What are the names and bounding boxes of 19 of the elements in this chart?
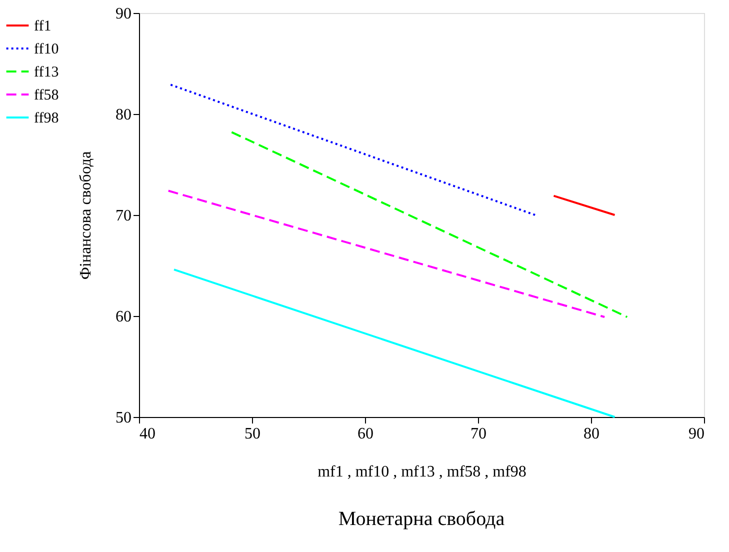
y-tick-label: 70 <box>116 208 132 224</box>
x-tick-label: 80 <box>584 426 600 442</box>
x-tick-label: 70 <box>470 426 486 442</box>
legend-label: ff98 <box>34 110 59 126</box>
y-tick-label: 50 <box>116 410 132 426</box>
y-tick-label: 80 <box>116 106 132 124</box>
legend-label: ff1 <box>34 18 52 34</box>
y-axis-title: Фінансова свобода <box>78 151 94 280</box>
legend-label: ff10 <box>34 42 59 58</box>
legend-label: ff58 <box>34 88 59 104</box>
x-axis-title: mf1 , mf10 , mf13 , mf58 , mf98 <box>318 464 526 480</box>
text: Монетарна свобода <box>338 508 505 530</box>
x-tick-label: 50 <box>244 426 260 442</box>
x-tick-label: 60 <box>358 426 374 442</box>
x-tick-label: 40 <box>140 426 156 442</box>
legend-label: ff13 <box>34 64 59 80</box>
x-tick-label: 90 <box>688 426 704 442</box>
y-tick-label: 60 <box>116 308 132 326</box>
y-tick-label: 90 <box>116 6 132 22</box>
